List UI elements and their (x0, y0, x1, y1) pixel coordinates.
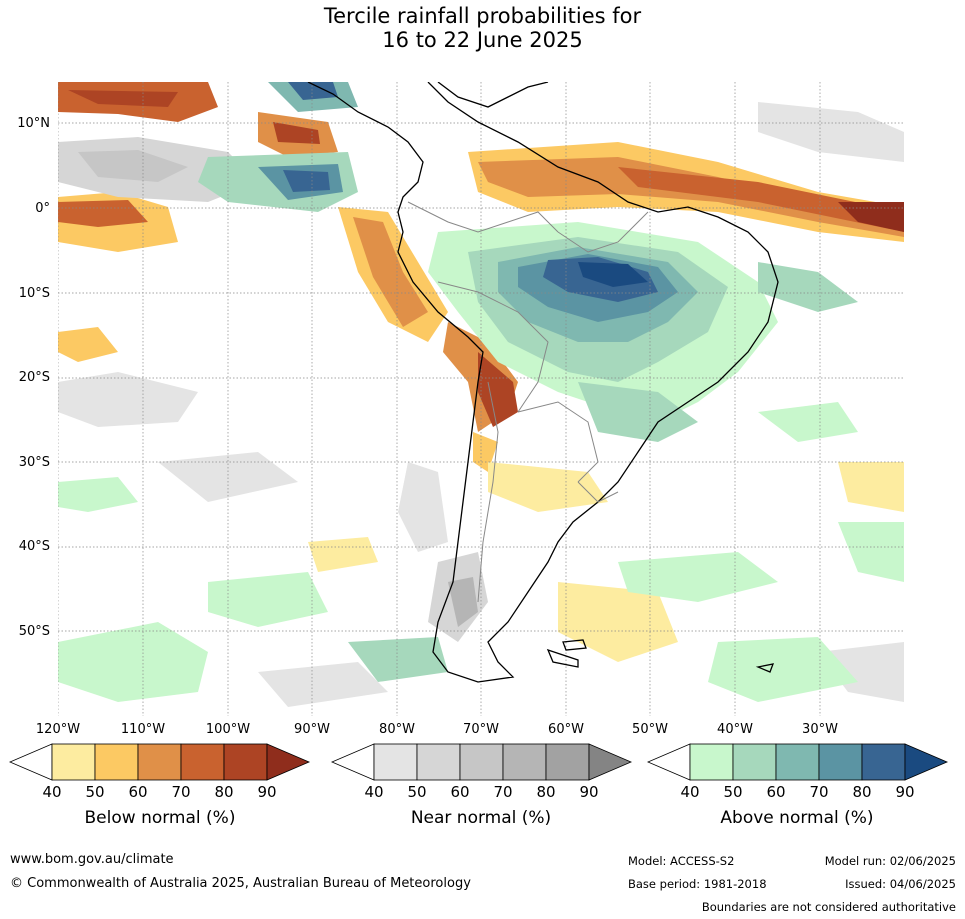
colorbar-above-title: Above normal (%) (720, 808, 874, 828)
cb-near-tick: 50 (407, 783, 427, 801)
colorbar-near-title: Near normal (%) (410, 808, 552, 828)
colorbar-segment (818, 743, 863, 781)
colorbar-segment (689, 743, 734, 781)
cb-near-tick: 90 (579, 783, 599, 801)
colorbar-segment (94, 743, 139, 781)
colorbar-above (646, 743, 949, 781)
cb-below-tick: 90 (257, 783, 277, 801)
colorbar-right-triangle (904, 743, 949, 781)
coastline (307, 82, 779, 683)
colorbar-segment (137, 743, 182, 781)
cb-above-tick: 50 (723, 783, 743, 801)
colorbar-left-triangle (8, 743, 53, 781)
cb-near-tick: 60 (450, 783, 470, 801)
cb-below-tick: 50 (85, 783, 105, 801)
colorbar-segment (861, 743, 906, 781)
lat-label-10n: 10°N (17, 116, 50, 131)
cb-above-tick: 60 (766, 783, 786, 801)
lon-label-120w: 120°W (35, 722, 81, 737)
lon-label-50w: 50°W (632, 722, 668, 737)
colorbar-segment (180, 743, 225, 781)
title-line-1: Tercile rainfall probabilities for (323, 4, 642, 28)
colorbars-svg (8, 743, 949, 781)
colorbar-segment (459, 743, 504, 781)
footer-disclaimer: Boundaries are not considered authoritat… (701, 900, 956, 914)
colorbar-segment (502, 743, 547, 781)
graticule (58, 82, 904, 716)
colorbar-segment (732, 743, 777, 781)
lon-label-80w: 80°W (379, 722, 415, 737)
cb-below-tick: 60 (128, 783, 148, 801)
title-line-2: 16 to 22 June 2025 (382, 28, 583, 52)
lon-label-100w: 100°W (205, 722, 251, 737)
colorbar-right-triangle (588, 743, 633, 781)
country-borders (407, 201, 649, 603)
cb-above-tick: 80 (852, 783, 872, 801)
cb-near-tick: 70 (493, 783, 513, 801)
lon-label-110w: 110°W (120, 722, 166, 737)
cb-below-tick: 80 (214, 783, 234, 801)
cb-above-tick: 70 (809, 783, 829, 801)
near-normal-areas (58, 102, 904, 707)
colorbar-segment (51, 743, 96, 781)
cb-near-tick: 80 (536, 783, 556, 801)
colorbar-segment (373, 743, 418, 781)
colorbar-segment (416, 743, 461, 781)
colorbar-left-triangle (646, 743, 691, 781)
above-normal-areas (58, 82, 904, 702)
colorbar-below (8, 743, 311, 781)
lon-label-70w: 70°W (463, 722, 499, 737)
map-title: Tercile rainfall probabilities for 16 to… (0, 4, 965, 52)
footer-model: Model: ACCESS-S2 (628, 854, 735, 868)
colorbar-segment (223, 743, 268, 781)
footer-issued: Issued: 04/06/2025 (845, 877, 956, 891)
lon-label-90w: 90°W (294, 722, 330, 737)
cb-below-tick: 40 (42, 783, 62, 801)
lon-label-40w: 40°W (717, 722, 753, 737)
colorbar-near (330, 743, 633, 781)
lat-label-10s: 10°S (18, 286, 50, 301)
colorbar-right-triangle (266, 743, 311, 781)
footer-copyright: © Commonwealth of Australia 2025, Austra… (10, 876, 471, 891)
cb-below-tick: 70 (171, 783, 191, 801)
lat-label-20s: 20°S (18, 370, 50, 385)
cb-above-tick: 40 (680, 783, 700, 801)
lat-label-30s: 30°S (18, 455, 50, 470)
footer-url[interactable]: www.bom.gov.au/climate (10, 852, 174, 867)
colorbar-left-triangle (330, 743, 375, 781)
lon-label-30w: 30°W (802, 722, 838, 737)
footer-model-run: Model run: 02/06/2025 (824, 854, 956, 868)
lat-label-40s: 40°S (18, 539, 50, 554)
lat-label-0: 0° (35, 201, 50, 216)
probability-map (58, 82, 904, 716)
lat-label-50s: 50°S (18, 624, 50, 639)
footer-base-period: Base period: 1981-2018 (628, 877, 767, 891)
cb-above-tick: 90 (895, 783, 915, 801)
colorbar-segment (545, 743, 590, 781)
colorbar-below-title: Below normal (%) (84, 808, 236, 828)
cb-near-tick: 40 (364, 783, 384, 801)
colorbar-segment (775, 743, 820, 781)
lon-label-60w: 60°W (548, 722, 584, 737)
map-canvas (58, 82, 904, 716)
